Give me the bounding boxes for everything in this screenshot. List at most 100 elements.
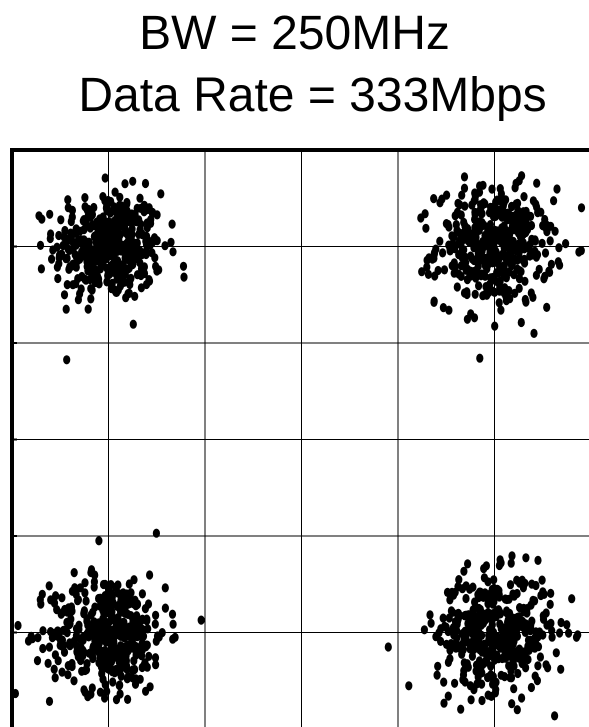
- data-point-cluster-4: [506, 673, 514, 683]
- data-point-cluster-4: [547, 618, 555, 628]
- data-point-cluster-4: [481, 640, 489, 651]
- data-point-cluster-2: [497, 305, 505, 315]
- data-point-cluster-3: [14, 620, 22, 631]
- data-point-cluster-4: [420, 625, 428, 635]
- data-point-cluster-2: [493, 195, 501, 205]
- data-point-cluster-2: [502, 195, 510, 205]
- data-point-cluster-2: [543, 302, 551, 312]
- data-point-cluster-2: [499, 239, 507, 249]
- data-point-cluster-2: [417, 213, 425, 223]
- data-point-cluster-2: [482, 282, 490, 292]
- data-point-cluster-1: [148, 248, 156, 258]
- data-point-cluster-1: [104, 195, 112, 206]
- data-point-cluster-2: [418, 267, 426, 277]
- data-point-cluster-4: [534, 661, 542, 671]
- data-point-cluster-3: [114, 613, 122, 623]
- data-point-cluster-3: [44, 658, 52, 669]
- data-point-cluster-2: [494, 253, 502, 263]
- data-point-cluster-4: [454, 608, 462, 619]
- data-point-cluster-2: [490, 273, 498, 283]
- data-point-cluster-1: [63, 280, 71, 290]
- data-point-cluster-4: [468, 651, 476, 661]
- data-point-cluster-2: [439, 248, 447, 258]
- data-point-cluster-4: [565, 628, 573, 638]
- data-point-cluster-1: [63, 253, 71, 263]
- data-point-cluster-3: [161, 583, 169, 593]
- data-point-cluster-4: [503, 594, 511, 605]
- data-point-cluster-1: [168, 219, 176, 229]
- data-point-cluster-2: [460, 172, 469, 182]
- data-point-cluster-3: [45, 696, 54, 707]
- data-point-cluster-4: [467, 616, 475, 627]
- data-point-cluster-4: [539, 630, 547, 640]
- data-point-cluster-3: [85, 632, 93, 642]
- data-point-cluster-2: [519, 229, 527, 239]
- data-point-cluster-3: [73, 647, 81, 657]
- data-point-cluster-1: [155, 265, 163, 275]
- data-point-cluster-1: [93, 217, 101, 227]
- data-point-cluster-4: [551, 711, 559, 721]
- data-point-cluster-4: [548, 626, 556, 636]
- data-point-cluster-4: [544, 663, 552, 673]
- data-point-cluster-4: [540, 589, 548, 600]
- data-point-cluster-2: [489, 202, 497, 212]
- data-point-cluster-4: [524, 641, 532, 651]
- data-point-outlier: [384, 642, 392, 652]
- data-point-cluster-1: [84, 240, 92, 250]
- data-point-cluster-3: [78, 666, 86, 676]
- data-point-cluster-4: [497, 670, 505, 680]
- data-point-cluster-1: [101, 173, 109, 183]
- data-point-cluster-1: [122, 293, 130, 303]
- data-point-cluster-2: [521, 276, 529, 286]
- data-point-cluster-3: [79, 645, 87, 655]
- data-point-cluster-1: [64, 203, 72, 213]
- data-point-cluster-3: [125, 579, 133, 589]
- data-point-cluster-4: [488, 620, 496, 630]
- data-point-cluster-2: [463, 314, 471, 324]
- data-point-cluster-1: [111, 216, 119, 226]
- data-point-cluster-3: [51, 673, 59, 683]
- data-point-cluster-3: [132, 674, 140, 684]
- data-point-cluster-1: [38, 214, 46, 224]
- data-point-cluster-4: [478, 668, 486, 678]
- data-point-cluster-1: [48, 254, 56, 264]
- data-point-cluster-2: [458, 190, 466, 200]
- data-point-cluster-4: [563, 620, 571, 630]
- data-point-cluster-2: [541, 248, 550, 258]
- data-point-cluster-3: [63, 628, 71, 638]
- data-point-cluster-4: [485, 672, 493, 682]
- data-point-cluster-1: [111, 187, 119, 197]
- data-point-cluster-3: [169, 619, 177, 629]
- data-point-cluster-1: [110, 248, 118, 258]
- data-point-cluster-3: [129, 665, 137, 675]
- data-point-cluster-2: [463, 275, 471, 285]
- data-point-cluster-3: [101, 693, 109, 703]
- data-point-cluster-1: [60, 290, 69, 300]
- data-point-cluster-4: [484, 690, 492, 700]
- data-point-cluster-2: [506, 294, 514, 304]
- data-point-cluster-4: [515, 653, 523, 663]
- data-point-cluster-2: [476, 353, 484, 363]
- data-point-cluster-2: [550, 196, 558, 206]
- data-point-cluster-3: [58, 593, 66, 603]
- data-point-cluster-3: [79, 635, 87, 645]
- data-point-cluster-3: [151, 619, 159, 629]
- data-point-cluster-4: [426, 610, 434, 620]
- data-point-cluster-4: [484, 577, 492, 587]
- data-point-cluster-2: [518, 171, 526, 181]
- data-point-cluster-3: [161, 603, 169, 613]
- data-point-cluster-4: [538, 575, 546, 585]
- data-point-cluster-2: [562, 239, 570, 249]
- data-point-cluster-3: [87, 565, 96, 575]
- data-point-cluster-2: [455, 250, 463, 260]
- data-point-cluster-1: [129, 176, 137, 186]
- data-point-cluster-1: [129, 255, 137, 265]
- data-point-cluster-2: [511, 288, 519, 298]
- data-point-cluster-3: [34, 633, 42, 643]
- data-point-cluster-4: [510, 661, 518, 671]
- data-point-cluster-1: [67, 216, 75, 227]
- data-point-cluster-2: [532, 270, 541, 280]
- data-point-cluster-3: [114, 580, 122, 590]
- data-point-cluster-4: [503, 650, 511, 660]
